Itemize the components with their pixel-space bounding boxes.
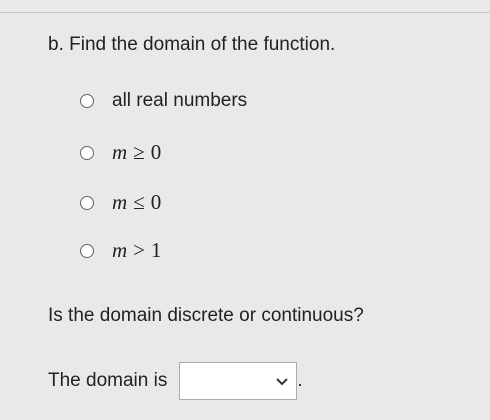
chevron [276,378,289,386]
num: 1 [151,238,162,262]
rel: ≥ [133,140,145,164]
option-math: m ≥0 [112,140,161,165]
dropdown[interactable] [179,362,298,400]
var: m [112,238,128,262]
option-math: m >1 [112,238,162,263]
question: b. Find the domain of the function. [48,34,336,55]
option[interactable]: all real numbers [80,90,247,112]
answer-suffix: . [297,370,303,391]
rel: ≤ [133,190,145,214]
rel: > [133,238,146,262]
radio[interactable] [80,243,94,258]
answer-row: The domain is . [48,362,303,400]
question: Is the domain discrete or continuous? [48,305,364,326]
radio[interactable] [80,94,94,108]
option[interactable]: m ≥0 [80,140,161,165]
option-math: m ≤0 [112,190,161,215]
divider [0,12,490,13]
option[interactable]: m ≤0 [80,190,161,215]
radio[interactable] [80,145,94,160]
option-text: all real numbers [112,90,248,111]
var: m [112,190,128,214]
option[interactable]: m >1 [80,238,162,263]
answer-prefix: The domain is [48,370,168,391]
num: 0 [150,190,162,214]
var: m [112,140,128,164]
num: 0 [150,140,162,164]
radio[interactable] [80,195,94,210]
